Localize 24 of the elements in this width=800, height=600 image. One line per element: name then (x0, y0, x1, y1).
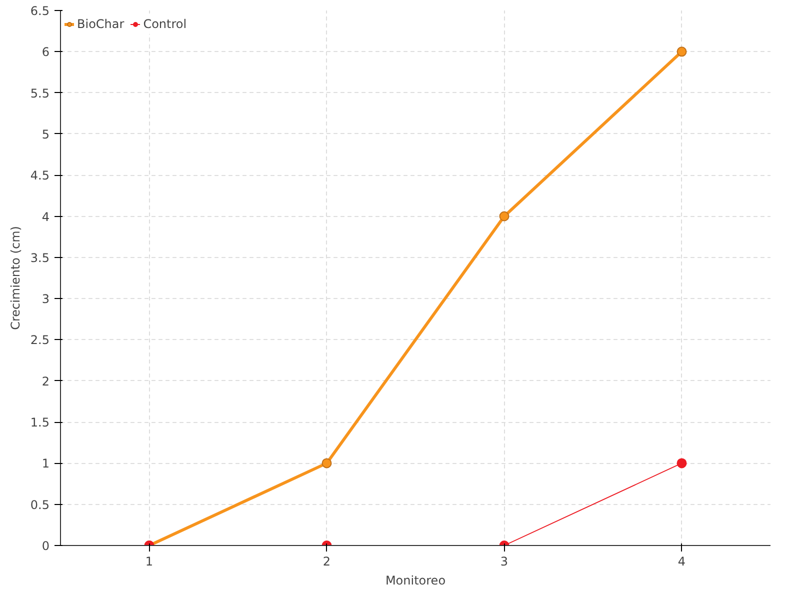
y-tick-label: 6.5 (30, 4, 50, 18)
x-axis-title: Monitoreo (385, 574, 446, 588)
point (676, 46, 687, 57)
y-tick-label: 0.5 (30, 498, 50, 512)
x-tick-label: 4 (678, 554, 686, 568)
y-tick-label: 3 (42, 292, 50, 306)
y-axis-title: Crecimiento (cm) (8, 226, 22, 330)
y-tick-label: 5 (42, 127, 50, 142)
y-tick-label: 3.5 (30, 250, 50, 265)
point (499, 211, 510, 222)
y-tick-label: 4 (42, 210, 50, 224)
legend-label: Control (143, 17, 187, 31)
y-tick-label: 5.5 (30, 86, 50, 100)
x-tick-label: 1 (145, 554, 154, 568)
y-tick-label: 2.5 (30, 333, 50, 348)
y-tick-label: 1 (42, 456, 50, 471)
x-tick-label: 3 (500, 554, 508, 568)
y-tick-label: 1.5 (30, 416, 50, 430)
y-tick-label: 6 (42, 45, 50, 60)
y-tick-label: 4.5 (30, 168, 50, 183)
legend-label: BioChar (77, 17, 124, 31)
y-tick-label: 2 (42, 374, 50, 388)
x-tick-label: 2 (322, 554, 331, 568)
y-tick-label: 0 (42, 539, 50, 553)
